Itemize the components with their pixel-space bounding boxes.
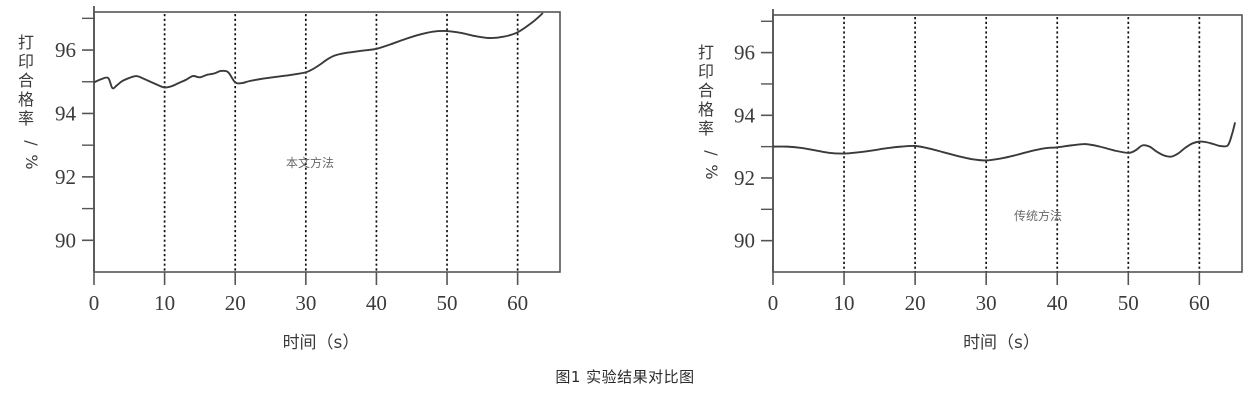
chart-panel-left: 90 92 94 96 0 10 20 30 40 50 60 时间（s） 打印合格率 /% 本文方法 xyxy=(0,0,620,353)
y-axis-title-char: 打 xyxy=(18,33,34,52)
x-axis-tick-label: 30 xyxy=(976,291,997,315)
y-axis-title-char: / xyxy=(702,150,721,156)
y-axis-tick-label: 92 xyxy=(55,165,76,189)
x-axis-tick-label: 60 xyxy=(1189,291,1210,315)
x-axis-tick-label: 50 xyxy=(1118,291,1139,315)
x-axis-tick-label: 60 xyxy=(507,291,528,315)
x-axis-tick-label: 20 xyxy=(225,291,246,315)
y-axis-title-char: 印 xyxy=(698,62,714,81)
plot-frame xyxy=(93,11,561,273)
y-axis-tick-label: 94 xyxy=(734,103,756,127)
y-axis-tick-label: 90 xyxy=(55,228,76,252)
chart-panel-right: 90 92 94 96 0 10 20 30 40 50 60 时间（s） 打印合格率 /% 传统方法 xyxy=(620,0,1250,353)
y-axis-title-char: 率 xyxy=(18,109,34,128)
x-axis-tick-label: 20 xyxy=(905,291,926,315)
x-axis-tick-label: 10 xyxy=(154,291,175,315)
x-axis-tick-label: 40 xyxy=(366,291,387,315)
data-series-line xyxy=(94,12,544,90)
y-axis-title-char: 印 xyxy=(18,52,34,71)
x-axis-tick-label: 0 xyxy=(768,291,779,315)
y-axis-tick-label: 92 xyxy=(734,166,755,190)
y-axis-title-char: 格 xyxy=(698,100,714,119)
y-axis-tick-label: 90 xyxy=(734,229,755,253)
figure-caption: 图1 实验结果对比图 xyxy=(555,368,695,386)
y-axis-title-char: % xyxy=(702,164,721,179)
charts-row: 90 92 94 96 0 10 20 30 40 50 60 时间（s）打印合格率 /% 本文方法 90… xyxy=(0,0,1250,353)
x-axis-tick-label: 30 xyxy=(295,291,316,315)
x-axis-tick-label: 40 xyxy=(1047,291,1068,315)
x-axis-tick-label: 10 xyxy=(834,291,855,315)
y-axis-tick-label: 96 xyxy=(55,38,76,62)
x-axis-tick-label: 0 xyxy=(89,291,100,315)
series-annotation: 本文方法 xyxy=(286,155,334,170)
y-axis-tick-label: 94 xyxy=(55,101,77,125)
x-axis-title: 时间（s） xyxy=(283,333,360,353)
y-axis-title-char: 合 xyxy=(18,71,34,90)
y-axis-title-char: % xyxy=(22,154,41,169)
y-axis-tick-label: 96 xyxy=(734,41,755,65)
y-axis-title-char: / xyxy=(22,140,41,146)
y-axis-title-char: 格 xyxy=(18,90,34,109)
data-series-line xyxy=(773,122,1236,162)
y-axis-title-char: 打 xyxy=(698,43,714,62)
y-axis-title-char: 率 xyxy=(698,119,714,138)
y-axis-title-char: 合 xyxy=(698,81,714,100)
x-axis-title: 时间（s） xyxy=(963,333,1040,353)
x-axis-tick-label: 50 xyxy=(437,291,458,315)
series-annotation: 传统方法 xyxy=(1014,208,1062,223)
